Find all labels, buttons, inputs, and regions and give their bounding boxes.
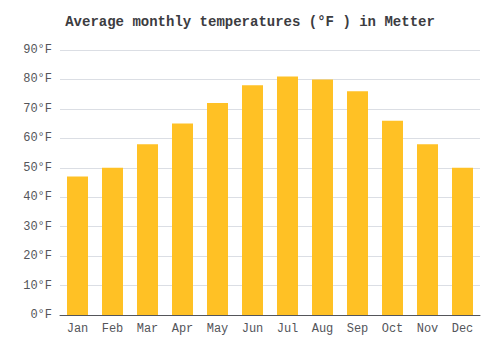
svg-text:90°F: 90°F	[23, 43, 52, 57]
svg-text:May: May	[207, 322, 229, 336]
svg-text:Dec: Dec	[452, 322, 474, 336]
svg-text:Jan: Jan	[67, 322, 89, 336]
svg-text:50°F: 50°F	[23, 161, 52, 175]
svg-text:Average monthly temperatures (: Average monthly temperatures (°F ) in Me…	[65, 14, 435, 30]
svg-text:Jul: Jul	[277, 322, 299, 336]
svg-text:70°F: 70°F	[23, 102, 52, 116]
svg-text:40°F: 40°F	[23, 190, 52, 204]
svg-text:Apr: Apr	[172, 322, 194, 336]
svg-text:Sep: Sep	[347, 322, 369, 336]
svg-text:Nov: Nov	[417, 322, 439, 336]
svg-text:Oct: Oct	[382, 322, 404, 336]
svg-text:60°F: 60°F	[23, 131, 52, 145]
svg-text:10°F: 10°F	[23, 279, 52, 293]
svg-text:Feb: Feb	[102, 322, 124, 336]
svg-text:0°F: 0°F	[30, 308, 52, 322]
svg-text:20°F: 20°F	[23, 249, 52, 263]
svg-text:80°F: 80°F	[23, 72, 52, 86]
svg-text:Aug: Aug	[312, 322, 334, 336]
svg-text:Mar: Mar	[137, 322, 159, 336]
svg-text:30°F: 30°F	[23, 220, 52, 234]
svg-text:Jun: Jun	[242, 322, 264, 336]
